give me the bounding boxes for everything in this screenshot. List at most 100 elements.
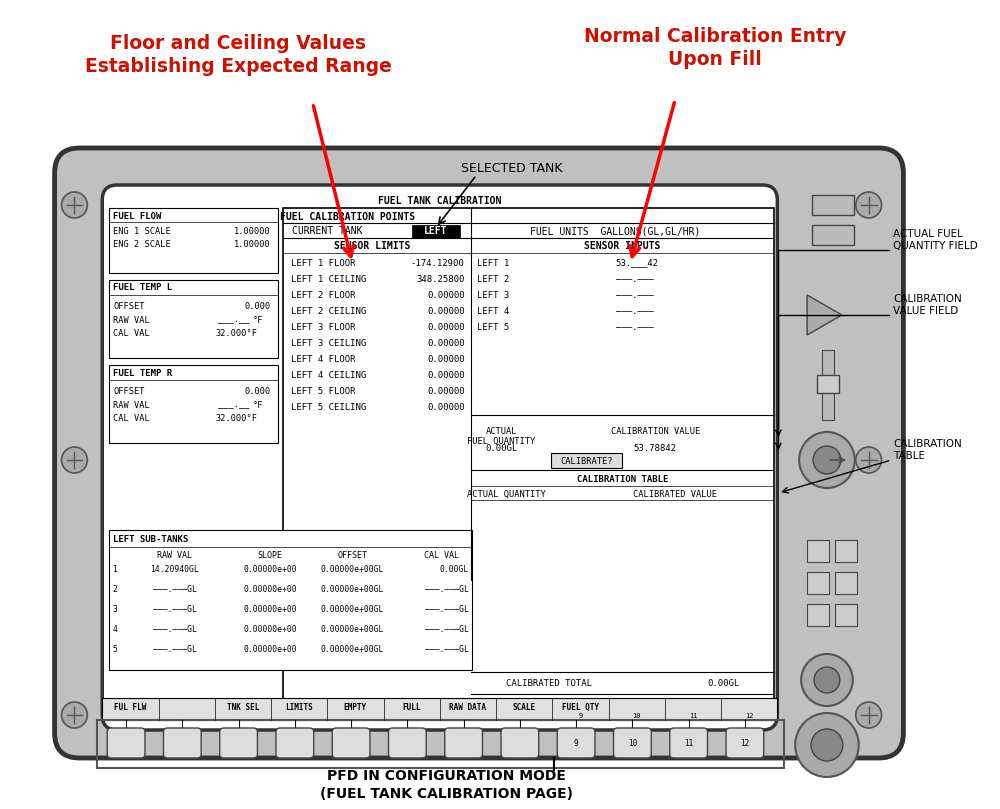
FancyBboxPatch shape: [614, 728, 651, 758]
FancyBboxPatch shape: [557, 728, 595, 758]
Bar: [283, 208, 774, 718]
Text: ———.———GL: ———.———GL: [425, 604, 469, 613]
Text: OFFSET: OFFSET: [113, 302, 145, 311]
Text: 0.00000: 0.00000: [427, 307, 465, 316]
FancyBboxPatch shape: [670, 728, 707, 758]
Text: LEFT 3 FLOOR: LEFT 3 FLOOR: [291, 323, 355, 332]
Bar: [807, 572, 829, 594]
Text: FUEL FLOW: FUEL FLOW: [113, 211, 162, 221]
Text: LEFT 5 CEILING: LEFT 5 CEILING: [291, 403, 366, 412]
Bar: [812, 195, 854, 215]
Text: 348.25800: 348.25800: [416, 274, 465, 283]
Text: FUL FLW: FUL FLW: [114, 702, 147, 711]
Text: ———.———: ———.———: [616, 323, 653, 332]
Polygon shape: [807, 295, 842, 335]
Text: CALIBRATION
TABLE: CALIBRATION TABLE: [893, 438, 962, 461]
Text: 53.78842: 53.78842: [634, 443, 677, 452]
Text: CURRENT TANK: CURRENT TANK: [292, 226, 363, 236]
Text: 1.00000: 1.00000: [234, 227, 271, 235]
Text: SENSOR LIMITS: SENSOR LIMITS: [334, 241, 410, 251]
Bar: [471, 500, 774, 580]
Text: 0.00000e+00: 0.00000e+00: [243, 604, 297, 613]
Circle shape: [814, 667, 840, 693]
Text: LEFT: LEFT: [424, 226, 448, 236]
Text: CAL VAL: CAL VAL: [424, 552, 459, 561]
Text: TNK SEL: TNK SEL: [227, 702, 259, 711]
Text: FUEL UNITS  GALLONS(GL,GL/HR): FUEL UNITS GALLONS(GL,GL/HR): [530, 226, 701, 236]
Bar: [109, 530, 472, 670]
Text: 0.00000e+00: 0.00000e+00: [243, 565, 297, 574]
Bar: [817, 375, 839, 393]
Text: 3: 3: [112, 604, 117, 613]
Text: ___.__: ___.__: [218, 400, 250, 409]
Text: 5: 5: [112, 645, 117, 654]
Text: RAW DATA: RAW DATA: [449, 702, 486, 711]
Text: 9: 9: [578, 713, 583, 719]
Text: ACTUAL FUEL
QUANTITY FIELD: ACTUAL FUEL QUANTITY FIELD: [893, 229, 978, 252]
Circle shape: [856, 447, 882, 473]
Text: 0.00000e+00: 0.00000e+00: [243, 584, 297, 594]
Text: SCALE: SCALE: [513, 702, 536, 711]
Bar: [807, 540, 829, 562]
Text: ———.———GL: ———.———GL: [425, 645, 469, 654]
Text: 0.00GL: 0.00GL: [439, 565, 469, 574]
Text: LEFT 3: LEFT 3: [477, 290, 509, 299]
Text: 10: 10: [628, 739, 637, 748]
Text: 0.00000e+00GL: 0.00000e+00GL: [321, 625, 384, 633]
Text: FUEL TEMP L: FUEL TEMP L: [113, 283, 172, 293]
Text: LEFT 2: LEFT 2: [477, 274, 509, 283]
Text: ———.———: ———.———: [616, 290, 653, 299]
Bar: [412, 225, 460, 238]
Text: LEFT 1: LEFT 1: [477, 259, 509, 268]
Text: 12: 12: [740, 739, 750, 748]
Text: CALIBRATE?: CALIBRATE?: [560, 456, 613, 465]
Text: 0.00000e+00GL: 0.00000e+00GL: [321, 604, 384, 613]
Text: FUEL TANK CALIBRATION: FUEL TANK CALIBRATION: [378, 196, 501, 206]
Text: RAW VAL: RAW VAL: [157, 552, 192, 561]
Text: 0.00000: 0.00000: [427, 371, 465, 379]
Text: 0.00GL: 0.00GL: [707, 679, 740, 688]
Text: LEFT 1 CEILING: LEFT 1 CEILING: [291, 274, 366, 283]
Text: 12: 12: [745, 713, 753, 719]
Text: SLOPE: SLOPE: [258, 552, 283, 561]
Text: FULL: FULL: [402, 702, 421, 711]
Text: LEFT SUB-TANKS: LEFT SUB-TANKS: [113, 536, 188, 544]
Text: LEFT 5: LEFT 5: [477, 323, 509, 332]
Circle shape: [799, 432, 855, 488]
Text: 0.000: 0.000: [245, 387, 271, 396]
Text: 0.00000e+00: 0.00000e+00: [243, 625, 297, 633]
Text: LEFT 1 FLOOR: LEFT 1 FLOOR: [291, 259, 355, 268]
Bar: [109, 365, 278, 443]
Bar: [102, 698, 777, 720]
Text: LEFT 4: LEFT 4: [477, 307, 509, 316]
Text: 0.00000e+00GL: 0.00000e+00GL: [321, 584, 384, 594]
Text: 0.00000: 0.00000: [427, 354, 465, 363]
Text: ———.———GL: ———.———GL: [425, 584, 469, 594]
Text: LIMITS: LIMITS: [285, 702, 313, 711]
Text: LEFT 5 FLOOR: LEFT 5 FLOOR: [291, 387, 355, 396]
Bar: [97, 720, 784, 768]
Text: 4: 4: [112, 625, 117, 633]
Text: LEFT 4 CEILING: LEFT 4 CEILING: [291, 371, 366, 379]
Text: ACTUAL QUANTITY: ACTUAL QUANTITY: [467, 489, 546, 498]
Text: LEFT 2 CEILING: LEFT 2 CEILING: [291, 307, 366, 316]
Text: LEFT 3 CEILING: LEFT 3 CEILING: [291, 338, 366, 348]
Text: CAL VAL: CAL VAL: [113, 328, 150, 337]
Text: ACTUAL
FUEL QUANTITY: ACTUAL FUEL QUANTITY: [467, 427, 535, 447]
Circle shape: [62, 702, 87, 728]
FancyBboxPatch shape: [55, 148, 903, 758]
Text: FUEL TEMP R: FUEL TEMP R: [113, 369, 172, 378]
Text: 2: 2: [112, 584, 117, 594]
Text: ———.———GL: ———.———GL: [153, 625, 197, 633]
Bar: [822, 350, 834, 420]
Text: 0.00000e+00GL: 0.00000e+00GL: [321, 565, 384, 574]
Circle shape: [856, 702, 882, 728]
Text: RAW VAL: RAW VAL: [113, 400, 150, 409]
Text: 0.00000: 0.00000: [427, 323, 465, 332]
Text: ———.———: ———.———: [616, 274, 653, 283]
Text: ———.———: ———.———: [616, 307, 653, 316]
Text: CALIBRATION TABLE: CALIBRATION TABLE: [577, 475, 668, 484]
Text: -174.12900: -174.12900: [411, 259, 465, 268]
Text: OFFSET: OFFSET: [113, 387, 145, 396]
Text: 10: 10: [632, 713, 641, 719]
